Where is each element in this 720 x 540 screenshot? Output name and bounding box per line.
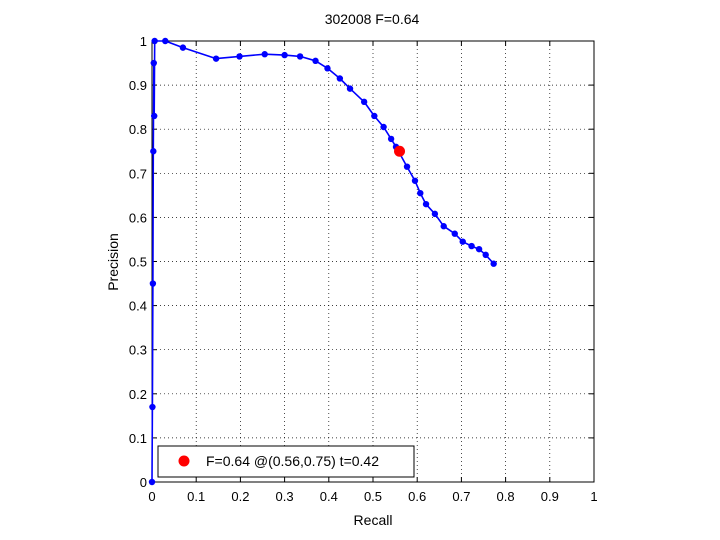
axis-ticks: 0 0.1 0.2 0.3 0.4 0.5 0.6 0.7 0.8 0.9 1 0 0.1 0.2 0.3 0… (129, 34, 598, 504)
data-point (261, 51, 268, 58)
data-point (281, 51, 288, 59)
data-point (346, 85, 354, 92)
plot-frame (151, 40, 595, 483)
data-point (417, 189, 424, 197)
data-point (296, 53, 304, 60)
x-tick-label: 1 (590, 489, 597, 504)
max-f-point (394, 145, 406, 157)
data-point (236, 53, 243, 60)
data-point (212, 55, 220, 62)
data-point (149, 280, 157, 287)
data-point (475, 245, 483, 253)
legend-box (157, 445, 415, 478)
series-line (151, 40, 495, 483)
y-tick-label: 0.4 (129, 299, 147, 314)
data-point (411, 177, 419, 184)
data-point (151, 112, 158, 120)
x-tick-label: 0.9 (541, 489, 559, 504)
x-tick-label: 0.5 (364, 489, 382, 504)
data-point (380, 123, 387, 131)
y-tick-label: 0.6 (129, 210, 147, 225)
data-point (148, 478, 156, 486)
x-tick-label: 0.6 (408, 489, 426, 504)
data-point (422, 200, 430, 208)
y-tick-label: 0.9 (129, 78, 147, 93)
data-point (324, 65, 331, 72)
x-tick-label: 0.8 (497, 489, 515, 504)
data-point (150, 148, 157, 155)
data-point (179, 44, 187, 51)
x-tick-label: 0.2 (231, 489, 249, 504)
y-tick-label: 1 (140, 34, 147, 49)
y-tick-label: 0.5 (129, 255, 147, 270)
x-tick-label: 0.4 (320, 489, 338, 504)
data-point (451, 230, 458, 237)
data-point (360, 98, 368, 106)
legend-label: F=0.64 @(0.56,0.75) t=0.42 (206, 453, 379, 469)
x-tick-label: 0 (148, 489, 155, 504)
data-point (150, 59, 157, 67)
data-point (151, 37, 158, 45)
chart-title: 302008 F=0.64 (325, 11, 420, 27)
data-point (459, 238, 466, 245)
y-tick-label: 0.8 (129, 122, 147, 137)
data-point (431, 210, 439, 218)
y-tick-label: 0 (140, 475, 147, 490)
legend-marker (178, 455, 190, 467)
x-tick-label: 0.1 (187, 489, 205, 504)
x-tick-label: 0.7 (452, 489, 470, 504)
data-point (336, 75, 344, 82)
grid-lines (152, 41, 594, 482)
x-axis-label: Recall (354, 512, 393, 528)
series (148, 37, 497, 486)
data-point (440, 223, 447, 230)
y-axis-label: Precision (105, 233, 121, 291)
x-tick-label: 0.3 (276, 489, 294, 504)
data-point (312, 57, 319, 65)
data-point (482, 251, 489, 259)
data-point (403, 163, 411, 170)
y-tick-label: 0.1 (129, 431, 147, 446)
data-point (149, 403, 156, 411)
data-point (468, 242, 475, 250)
data-point (387, 135, 395, 143)
data-point (371, 112, 378, 120)
data-point (490, 260, 497, 267)
y-tick-label: 0.3 (129, 343, 147, 358)
data-point (162, 37, 169, 45)
y-tick-label: 0.2 (129, 387, 147, 402)
legend: F=0.64 @(0.56,0.75) t=0.42 (157, 445, 415, 478)
y-tick-label: 0.7 (129, 166, 147, 181)
